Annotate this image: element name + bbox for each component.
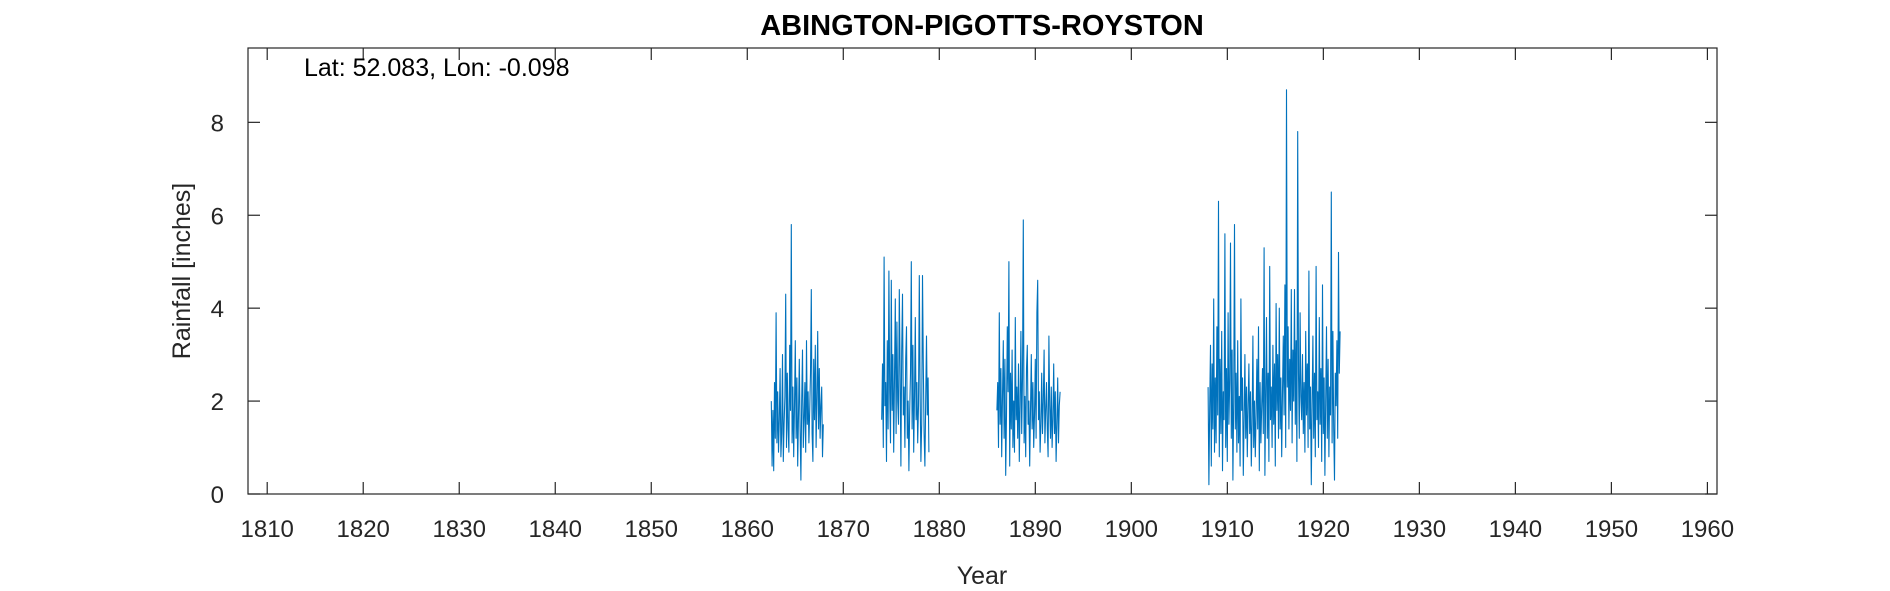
x-tick-label-1920: 1920 — [1297, 516, 1350, 543]
y-axis-label: Rainfall [inches] — [168, 183, 196, 359]
rainfall-series — [770, 89, 1341, 486]
rainfall-line-segment-2 — [881, 256, 930, 472]
y-tick-label-8: 8 — [211, 110, 224, 137]
location-annotation: Lat: 52.083, Lon: -0.098 — [304, 54, 570, 82]
x-tick-label-1820: 1820 — [337, 516, 390, 543]
x-tick-label-1930: 1930 — [1393, 516, 1446, 543]
rainfall-line-segment-3 — [996, 219, 1061, 476]
plot-area-background — [248, 48, 1717, 494]
x-tick-label-1880: 1880 — [913, 516, 966, 543]
x-axis-label: Year — [957, 562, 1008, 590]
x-tick-label-1870: 1870 — [817, 516, 870, 543]
tick-labels: 1810 1820 1830 1840 1850 1860 1870 1880 1890 1900… — [211, 110, 1734, 543]
rainfall-line-segment-1 — [770, 223, 824, 481]
x-tick-label-1900: 1900 — [1105, 516, 1158, 543]
rainfall-line-segment-4 — [1207, 89, 1341, 486]
y-tick-label-6: 6 — [211, 203, 224, 230]
x-tick-label-1840: 1840 — [529, 516, 582, 543]
x-tick-label-1830: 1830 — [433, 516, 486, 543]
x-tick-label-1950: 1950 — [1585, 516, 1638, 543]
x-tick-label-1910: 1910 — [1201, 516, 1254, 543]
y-tick-label-4: 4 — [211, 296, 224, 323]
y-tick-label-0: 0 — [211, 482, 224, 509]
x-tick-label-1960: 1960 — [1681, 516, 1734, 543]
plot-area-border — [247, 47, 1718, 495]
y-tick-label-2: 2 — [211, 389, 224, 416]
x-tick-label-1810: 1810 — [241, 516, 294, 543]
x-tick-label-1940: 1940 — [1489, 516, 1542, 543]
chart-title: ABINGTON-PIGOTTS-ROYSTON — [760, 10, 1204, 42]
x-tick-label-1860: 1860 — [721, 516, 774, 543]
x-tick-label-1850: 1850 — [625, 516, 678, 543]
x-tick-label-1890: 1890 — [1009, 516, 1062, 543]
axis-ticks — [248, 48, 1717, 495]
